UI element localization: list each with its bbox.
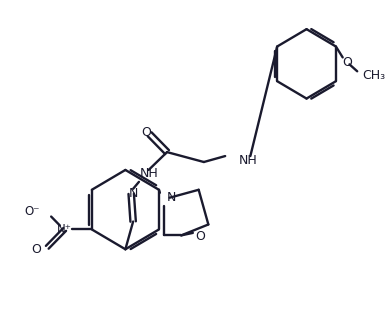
Text: O⁻: O⁻ xyxy=(24,205,39,218)
Text: O: O xyxy=(32,243,41,256)
Text: NH: NH xyxy=(239,154,257,166)
Text: O: O xyxy=(342,56,353,69)
Text: N: N xyxy=(128,187,138,200)
Text: N: N xyxy=(167,191,176,204)
Text: CH₃: CH₃ xyxy=(362,69,385,82)
Text: O: O xyxy=(141,126,151,139)
Text: O: O xyxy=(195,230,205,243)
Text: N⁺: N⁺ xyxy=(57,223,72,236)
Text: NH: NH xyxy=(140,167,159,181)
